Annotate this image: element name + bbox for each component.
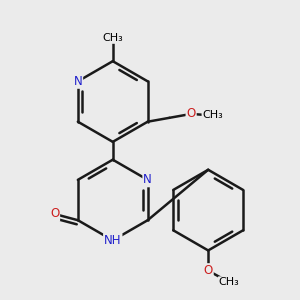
Text: CH₃: CH₃ (102, 33, 123, 43)
Text: CH₃: CH₃ (202, 110, 223, 121)
Text: O: O (50, 208, 59, 220)
Text: O: O (203, 264, 213, 277)
Text: O: O (187, 107, 196, 120)
Text: N: N (143, 173, 152, 186)
Text: NH: NH (104, 234, 122, 247)
Text: N: N (74, 75, 82, 88)
Text: CH₃: CH₃ (219, 277, 239, 287)
